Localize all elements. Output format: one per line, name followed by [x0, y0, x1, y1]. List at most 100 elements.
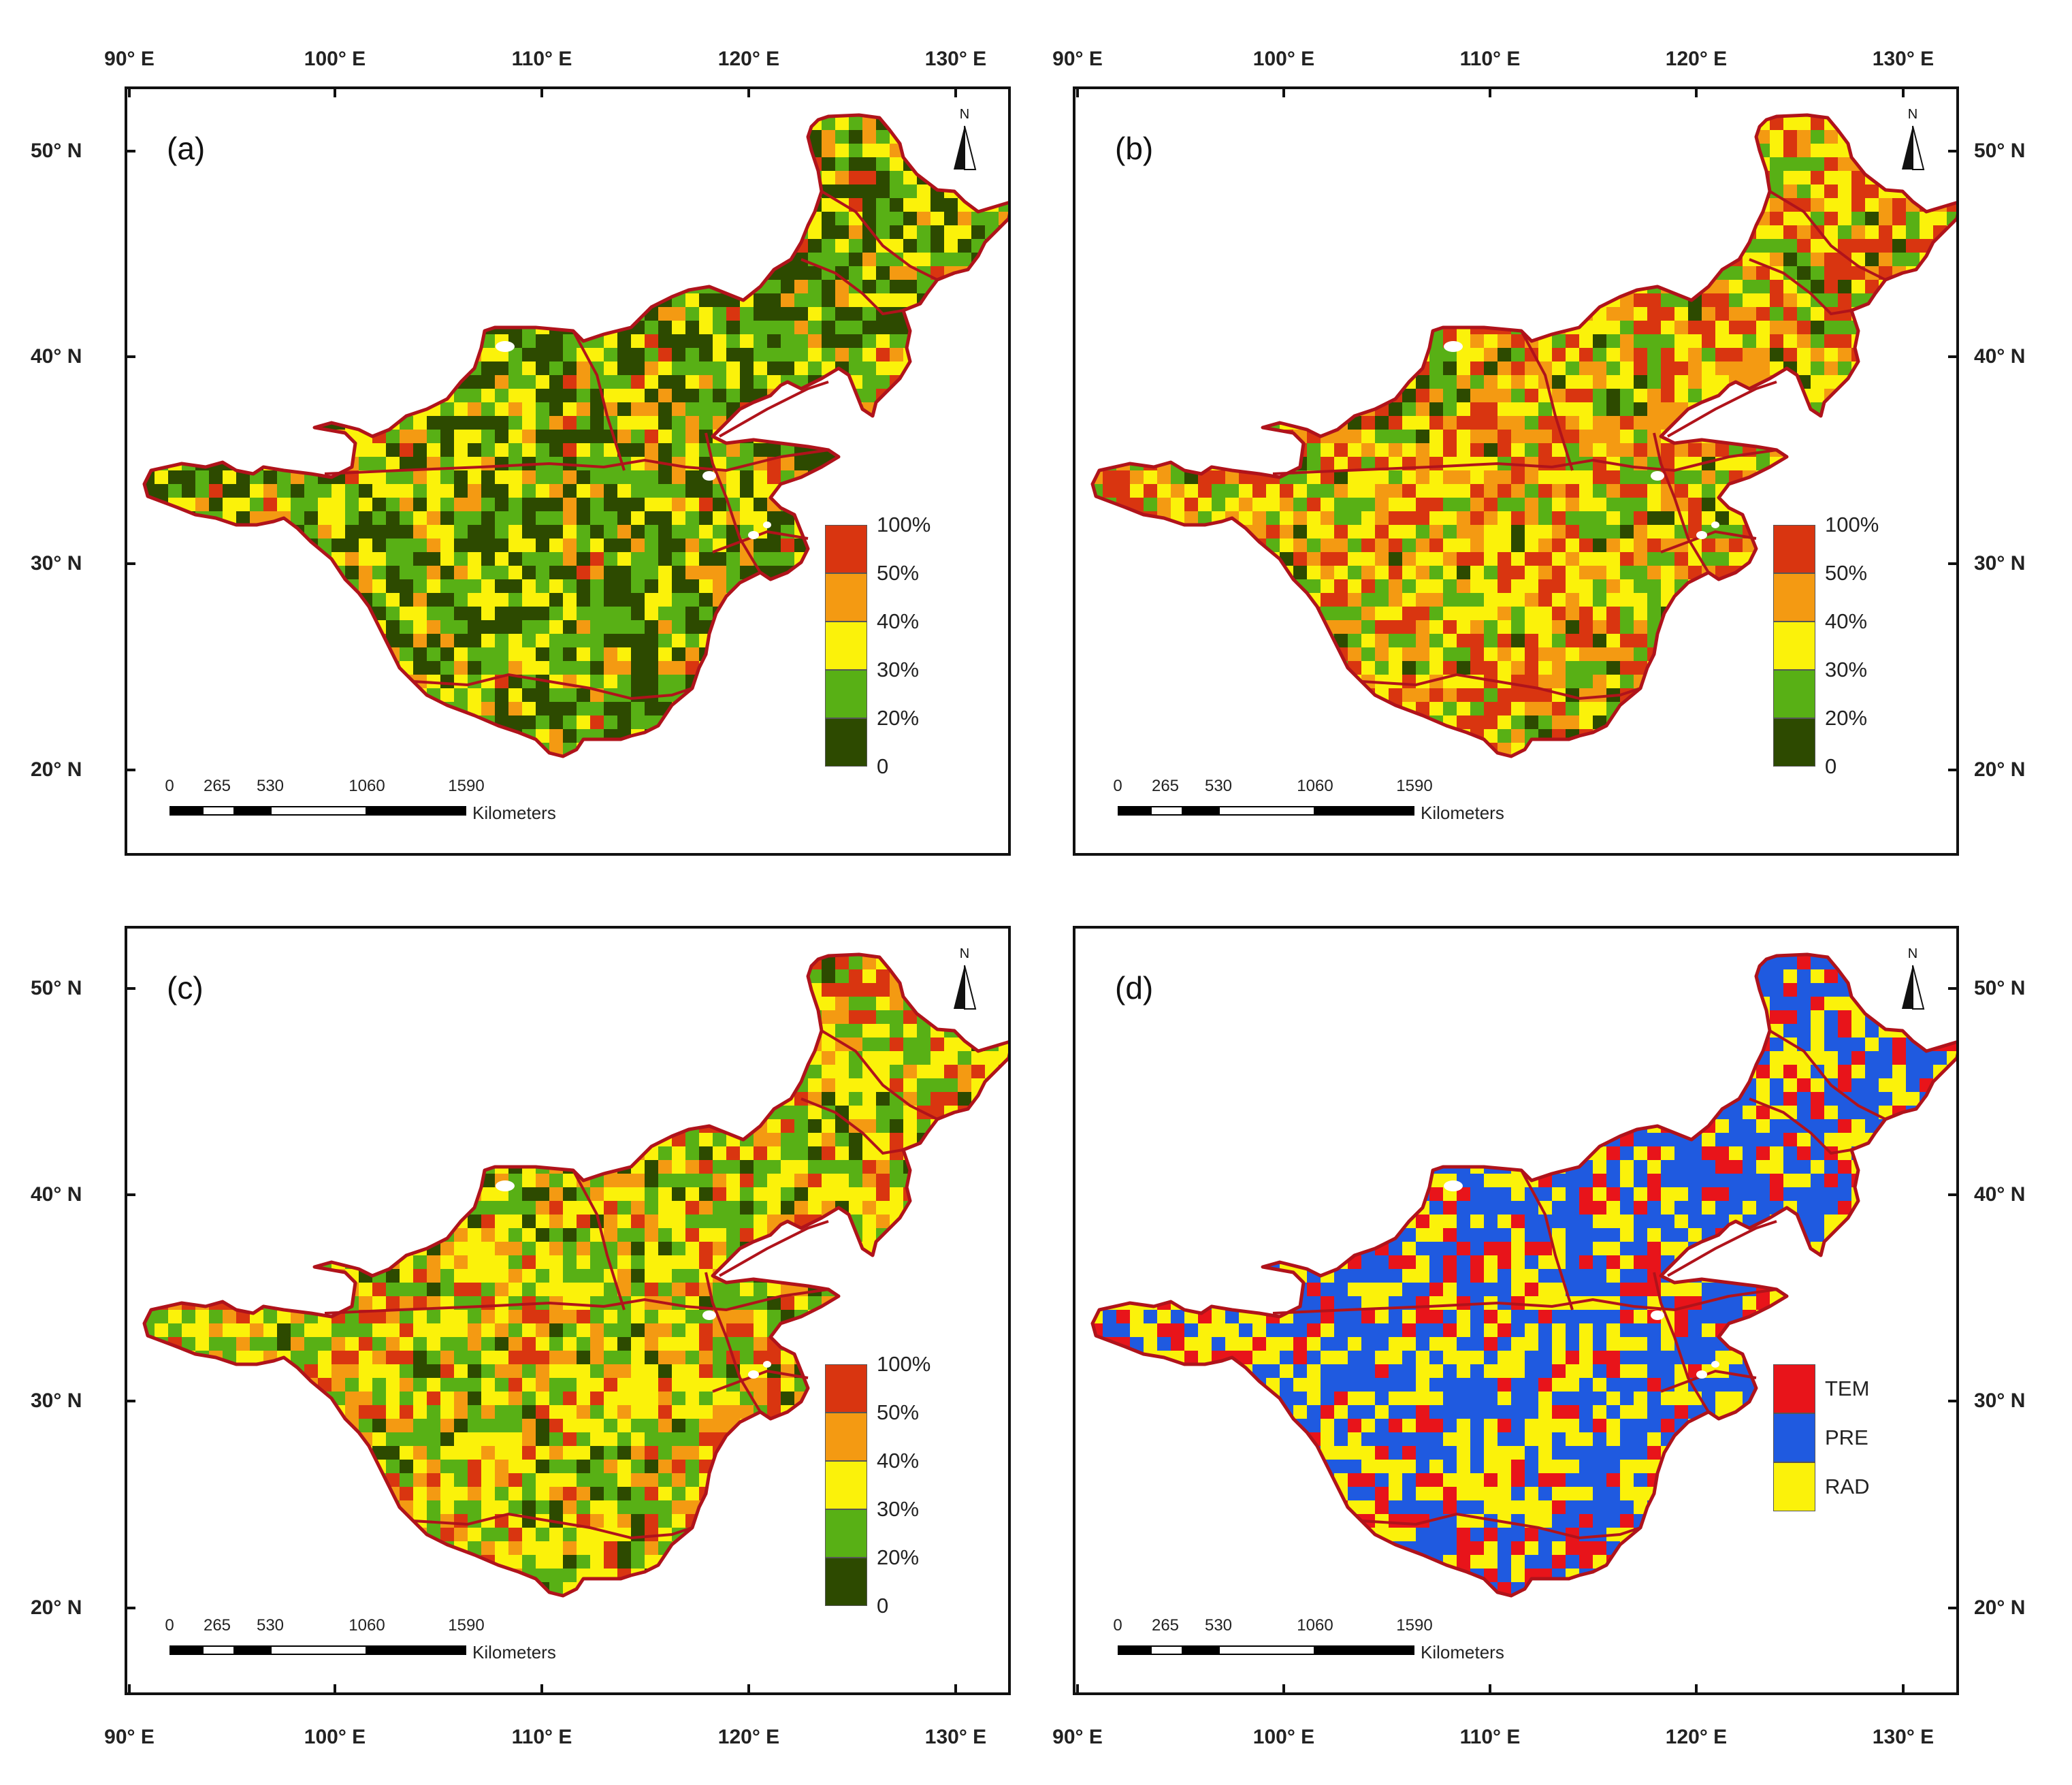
axis-tick: [1695, 1684, 1698, 1695]
legend-swatch: [1773, 573, 1815, 622]
latitude-label: 20° N: [1974, 758, 2026, 781]
scale-number: 530: [1204, 1616, 1233, 1635]
north-arrow-icon: N: [1892, 107, 1933, 182]
subregion-border: [1361, 673, 1641, 701]
lake: [1696, 531, 1707, 539]
legend-swatch: [825, 670, 867, 718]
legend-swatch: [825, 1558, 867, 1606]
lake: [496, 1180, 515, 1191]
subregion-border: [324, 1288, 829, 1315]
north-arrow-icon: N: [1892, 946, 1933, 1021]
subregion-border: [412, 673, 693, 701]
lake: [763, 521, 771, 528]
north-letter: N: [959, 946, 970, 961]
longitude-label: 110° E: [511, 1726, 572, 1748]
lake: [1651, 471, 1664, 481]
longitude-label: 110° E: [511, 48, 572, 70]
scale-segment: [1315, 806, 1414, 816]
legend-tick-label: 40%: [1825, 609, 1868, 633]
subregion-border: [800, 1097, 904, 1155]
north-arrow-icon: N: [944, 946, 985, 1021]
legend-category-label: RAD: [1825, 1475, 1870, 1498]
legend-swatch: [825, 622, 867, 670]
legend-swatch: [1773, 670, 1815, 718]
subregion-border: [1749, 1097, 1852, 1155]
panel-tag: (d): [1115, 970, 1154, 1006]
legend-tick-label: 0: [877, 1594, 889, 1618]
region-outline: [142, 952, 1008, 1598]
legend-tick-label: 0: [1825, 754, 1837, 778]
legend-tick-label: 50%: [877, 1400, 920, 1424]
longitude-label: 100° E: [304, 1726, 366, 1748]
axis-tick: [125, 150, 135, 152]
raster-b: [1092, 115, 1956, 756]
subregion-border: [1653, 432, 1710, 574]
axis-tick: [1948, 562, 1959, 565]
subregion-border: [800, 258, 904, 316]
longitude-label: 120° E: [1665, 1726, 1728, 1748]
scale-bar: 0 265 530 1060 1590 Kilometers: [1113, 1616, 1504, 1664]
axis-tick: [1076, 1684, 1079, 1695]
scale-number: 530: [256, 777, 285, 795]
axis-tick: [954, 86, 957, 97]
scale-number: 0: [165, 777, 174, 795]
legend-tick-label: 20%: [1825, 706, 1868, 730]
legend-tick-label: 20%: [877, 1545, 920, 1569]
legend-tick-label: 50%: [1825, 561, 1868, 585]
scale-segment: [235, 806, 270, 816]
longitude-label: 90° E: [104, 1726, 155, 1748]
scale-segment: [235, 1645, 270, 1655]
scale-number: 0: [165, 1616, 174, 1635]
scale-segment: [1218, 806, 1315, 816]
lake: [1711, 521, 1719, 528]
lake: [1711, 1361, 1719, 1368]
latitude-label: 50° N: [31, 977, 82, 999]
latitude-label: 50° N: [1974, 140, 2026, 162]
scale-bar: 0 265 530 1060 1590 Kilometers: [165, 777, 556, 824]
subregion-border: [712, 530, 809, 553]
scale-segment: [1150, 1645, 1183, 1655]
subregion-border: [1361, 1512, 1641, 1540]
axis-tick: [125, 355, 135, 358]
scale-unit: Kilometers: [472, 803, 556, 823]
scale-unit: Kilometers: [1421, 803, 1504, 823]
longitude-label: 90° E: [1052, 48, 1103, 70]
panel-d: (d) N TEM PRE RAD 0 265 530 1060 1590 Kilometers: [1073, 926, 1959, 1695]
legend-tick-label: 30%: [877, 1497, 920, 1521]
lake: [496, 341, 515, 352]
latitude-label: 30° N: [31, 552, 82, 575]
scale-number: 265: [1151, 1616, 1180, 1635]
scale-number: 1590: [1396, 777, 1433, 795]
latitude-label: 30° N: [1974, 552, 2026, 575]
legend-tick-label: 30%: [877, 658, 920, 681]
subregion-border: [1520, 1170, 1574, 1310]
axis-tick: [1076, 86, 1079, 97]
latitude-label: 20° N: [31, 758, 82, 781]
subregion-border: [1667, 1220, 1777, 1277]
subregion-border: [712, 1369, 809, 1393]
scale-segment: [270, 1645, 367, 1655]
axis-tick: [1695, 86, 1698, 97]
latitude-label: 40° N: [1974, 1183, 2026, 1206]
subregion-border: [1272, 449, 1777, 475]
scale-segment: [1118, 1645, 1150, 1655]
legend-tick-label: 30%: [1825, 658, 1868, 681]
latitude-label: 50° N: [31, 140, 82, 162]
longitude-label: 90° E: [104, 48, 155, 70]
subregion-border: [1520, 330, 1574, 471]
subregion-border: [1653, 1272, 1710, 1413]
scale-number: 1590: [448, 777, 485, 795]
longitude-label: 120° E: [1665, 48, 1728, 70]
legend-swatch: [1773, 1462, 1815, 1511]
map-c: [142, 952, 1008, 1598]
region-outline: [1090, 113, 1956, 758]
axis-tick: [1489, 86, 1491, 97]
latitude-label: 20° N: [1974, 1596, 2026, 1619]
scale-number: 265: [203, 777, 231, 795]
map-d: [1090, 952, 1956, 1598]
lake: [702, 471, 716, 481]
scale-segment: [1183, 1645, 1218, 1655]
legend-category-label: PRE: [1825, 1426, 1868, 1449]
lake: [1696, 1370, 1707, 1379]
axis-tick: [125, 1607, 135, 1609]
